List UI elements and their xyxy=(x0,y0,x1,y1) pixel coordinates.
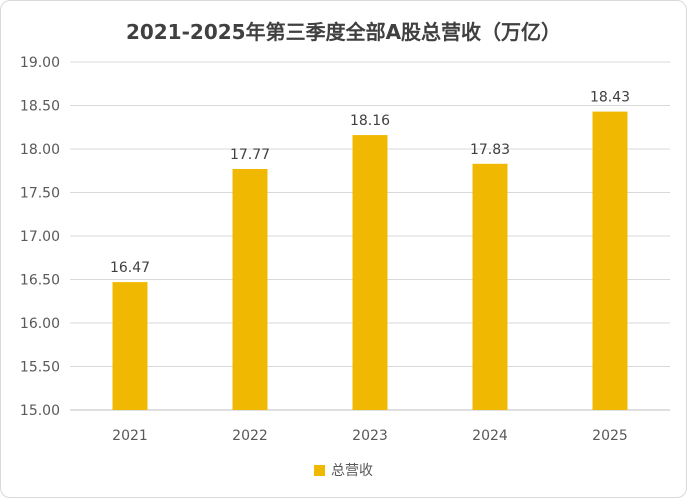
bar-2023[interactable] xyxy=(352,135,388,410)
data-label-2023: 18.16 xyxy=(350,113,390,129)
bar-2022[interactable] xyxy=(232,169,268,410)
data-label-2021: 16.47 xyxy=(110,260,150,276)
legend-label: 总营收 xyxy=(331,463,373,479)
chart-title: 2021-2025年第三季度全部A股总营收（万亿） xyxy=(125,20,562,44)
x-tick-label: 2022 xyxy=(232,428,268,444)
y-tick-label: 15.00 xyxy=(20,403,60,419)
bar-2025[interactable] xyxy=(592,111,628,410)
bar-2021[interactable] xyxy=(112,282,148,410)
y-tick-label: 18.50 xyxy=(20,99,60,115)
x-tick-label: 2021 xyxy=(112,428,148,444)
x-tick-label: 2023 xyxy=(352,428,388,444)
y-tick-label: 19.00 xyxy=(20,55,60,71)
x-tick-label: 2024 xyxy=(472,428,508,444)
y-tick-label: 16.00 xyxy=(20,316,60,332)
data-label-2025: 18.43 xyxy=(590,90,630,106)
y-tick-label: 18.00 xyxy=(20,142,60,158)
y-tick-label: 17.50 xyxy=(20,186,60,202)
legend: 总营收 xyxy=(0,460,687,480)
x-tick-label: 2025 xyxy=(592,428,628,444)
bar-2024[interactable] xyxy=(472,163,508,410)
y-tick-label: 16.50 xyxy=(20,273,60,289)
y-tick-label: 15.50 xyxy=(20,360,60,376)
data-label-2024: 17.83 xyxy=(470,142,510,158)
data-label-2022: 17.77 xyxy=(230,147,270,163)
y-tick-label: 17.00 xyxy=(20,229,60,245)
legend-swatch xyxy=(314,464,325,476)
